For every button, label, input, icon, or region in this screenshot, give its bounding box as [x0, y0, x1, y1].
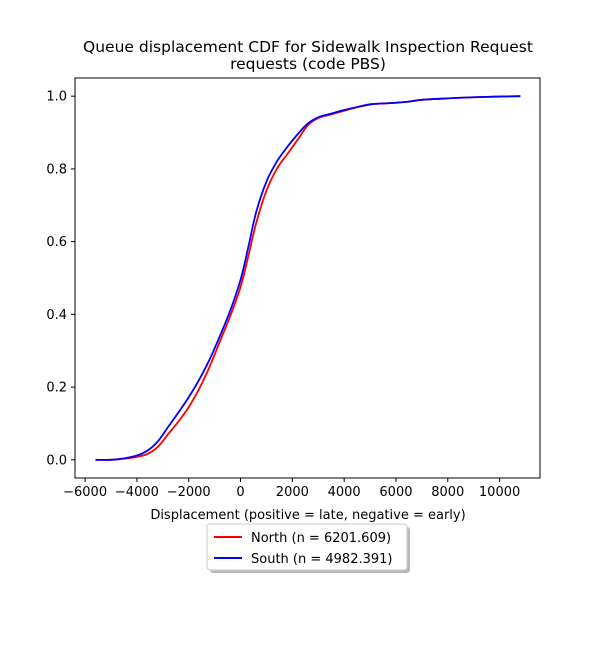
y-tick-label: 0.6 — [46, 235, 67, 250]
y-tick-label: 0.0 — [46, 453, 67, 468]
y-tick-label: 0.4 — [46, 308, 67, 323]
ticks-layer: −6000 −4000 −2000 0 2000 4000 6000 8000 10000 0.0… — [46, 90, 520, 500]
series-line-north — [95, 95, 521, 461]
x-tick-label: 8000 — [431, 485, 464, 500]
legend-label-south: South (n = 4982.391) — [251, 552, 392, 567]
chart-subtitle: requests (code PBS) — [230, 55, 386, 73]
x-tick-label: −6000 — [63, 485, 107, 500]
series-layer — [95, 95, 521, 461]
series-line-south — [95, 95, 521, 461]
y-tick-label: 0.2 — [46, 381, 67, 396]
legend-box — [206, 523, 408, 571]
x-tick-label: −2000 — [167, 485, 211, 500]
plot-frame — [74, 77, 541, 479]
chart-title: Queue displacement CDF for Sidewalk Insp… — [83, 38, 533, 56]
legend-label-north: North (n = 6201.609) — [251, 531, 391, 546]
x-tick-label: 4000 — [328, 485, 361, 500]
x-tick-label: 10000 — [479, 485, 520, 500]
x-tick-label: 6000 — [379, 485, 412, 500]
y-tick-label: 1.0 — [46, 90, 67, 105]
x-axis-label: Displacement (positive = late, negative … — [150, 508, 465, 523]
legend: North (n = 6201.609) South (n = 4982.391… — [206, 523, 410, 573]
x-tick-label: 0 — [236, 485, 244, 500]
x-tick-label: 2000 — [276, 485, 309, 500]
y-tick-label: 0.8 — [46, 162, 67, 177]
x-tick-label: −4000 — [115, 485, 159, 500]
